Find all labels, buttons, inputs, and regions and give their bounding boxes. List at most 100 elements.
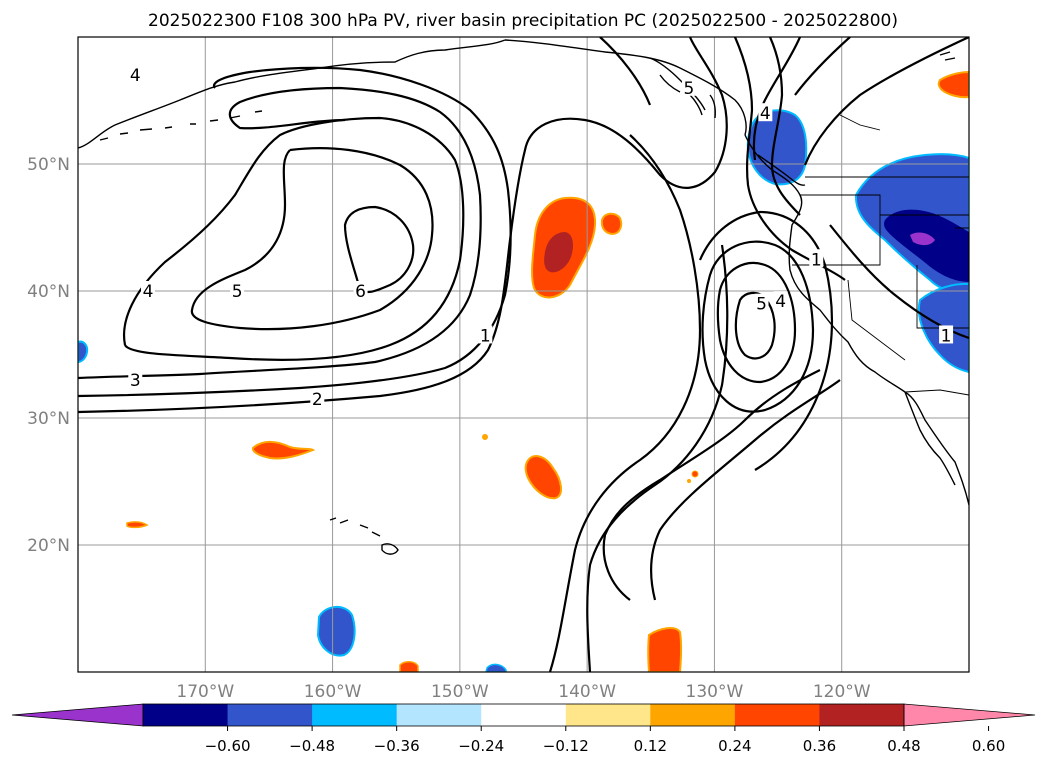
contour-label: 1 [811,250,822,270]
colorbar-segment [396,704,482,726]
contour-label: 1 [941,326,952,346]
state-border [792,194,881,266]
colorbar-tick-label: −0.24 [458,737,504,755]
x-tick-label: 120°W [813,682,871,702]
contour-label: 5 [756,295,767,315]
pv-contour-6 [343,205,415,294]
ne-coast-islands [939,51,956,61]
contour-label: 4 [775,292,786,312]
colorbar-tick-label: −0.60 [205,737,251,755]
colorbar-tick-label: −0.48 [289,737,335,755]
state-border-5 [847,279,906,361]
pv-contour-gulf [599,37,652,106]
pv-contour-northeast [803,37,969,166]
pv-contour-4 [123,116,465,361]
pv-contour-3 [78,86,482,380]
colorbar-segment [819,704,905,726]
colorbar-segment [565,704,651,726]
precip-positive-blob-4 [126,521,149,529]
contour-label-bg [681,77,696,96]
contour-label-bg [230,281,245,299]
x-tick-label: 130°W [686,682,744,702]
precip-positive-dot [482,434,488,440]
contour-label-bg [128,369,143,388]
colorbar-segment [650,704,736,726]
x-tick-label: 170°W [176,682,234,702]
pv-contour-low-2 [602,369,821,601]
coastlines [78,39,969,555]
political-borders [792,114,969,396]
gulf-of-alaska-coast [504,39,747,136]
vancouver-island [757,154,806,186]
contour-label: 4 [760,104,771,124]
alaska-coast [78,39,506,149]
colorbar-tick-label: −0.36 [374,737,420,755]
pv-contour-low-2b [649,379,841,601]
precip-positive-blob-7 [937,70,969,99]
pv-contour-coastal-4 [794,37,851,96]
contour-label-bg [809,249,824,268]
contour-label-bg [754,293,769,312]
mexico-border [904,389,969,396]
precip-positive-blob-2 [524,455,562,500]
contour-label-bg [353,281,368,299]
contour-label: 4 [130,66,141,86]
chart-title: 2025022300 F108 300 hPa PV, river basin … [148,11,898,31]
contour-label-bg [128,65,143,84]
contour-label: 5 [232,282,243,302]
pv-contour-coastal-3 [752,37,802,161]
colorbar: −0.60 −0.48 −0.36 −0.24 −0.12 0.12 0.24 0.36 0.4… [11,703,1036,755]
pv-contours [78,37,969,672]
x-tick-label: 150°W [431,682,489,702]
colorbar-tick-label: 0.48 [887,737,920,755]
y-tick-label: 50°N [27,155,70,175]
contour-label: 4 [143,282,154,302]
pv-contour-outer-low [698,210,834,471]
contour-label-bg [478,325,493,344]
pv-contour-5 [190,147,434,331]
x-axis-ticks: 170°W 160°W 150°W 140°W 130°W 120°W [176,682,870,702]
colorbar-segment [227,704,313,726]
contour-label-bg [310,388,325,407]
gridlines [78,37,969,672]
precip-negative-blob-4 [316,606,356,657]
alaska-panhandle-islands [649,57,716,119]
precip-positive-blob-5 [647,627,683,672]
colorbar-segment [481,704,567,726]
pv-contour-1-trough [548,134,702,672]
precip-positive-core [544,232,573,273]
baja-coast [904,391,956,486]
contour-label: 1 [480,326,491,346]
contour-label-bg [758,103,773,122]
precip-positive-small [600,212,623,236]
precip-shading [78,70,969,672]
contour-label: 6 [355,282,366,302]
pv-contour-low-5 [734,291,776,360]
pv-contour-coastal [733,37,846,281]
contour-label: 5 [684,79,695,99]
colorbar-segment [734,704,820,726]
y-tick-label: 40°N [27,282,70,302]
colorbar-tick-label: −0.12 [543,737,589,755]
colorbar-tick-label: 0.24 [718,737,751,755]
x-tick-label: 140°W [558,682,616,702]
colorbar-frame [142,703,905,727]
precip-positive-blob-3 [251,440,316,460]
precip-positive-dot-2 [691,470,699,478]
x-tick-label: 160°W [304,682,362,702]
colorbar-extend-low [11,703,144,727]
precip-positive-dot-3 [687,479,691,483]
colorbar-extend-high [903,703,1036,727]
hawaii [329,517,399,555]
contour-label-bg [141,281,156,299]
colorbar-tick-label: 0.36 [803,737,836,755]
contour-label-bg [773,291,788,310]
y-tick-label: 30°N [27,409,70,429]
colorbar-tick-label: 0.60 [972,737,1005,755]
contour-label: 2 [312,390,323,410]
precip-negative-core-2 [910,232,935,246]
